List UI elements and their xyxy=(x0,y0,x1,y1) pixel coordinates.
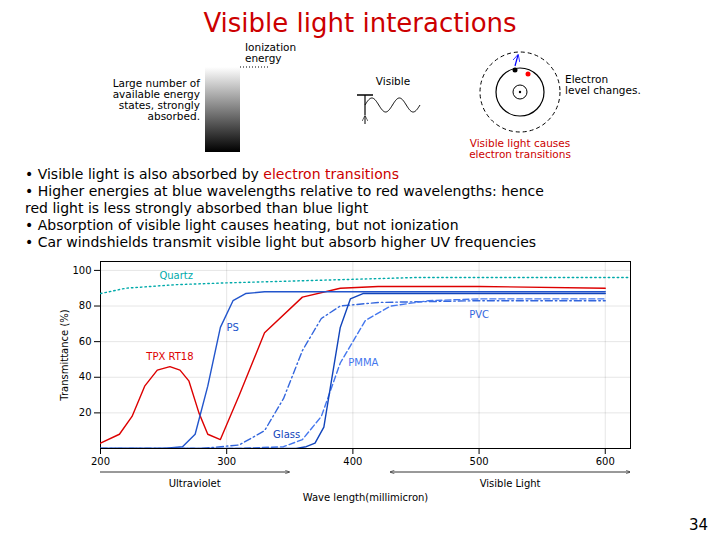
svg-text:300: 300 xyxy=(217,456,236,467)
svg-text:absorbed.: absorbed. xyxy=(148,110,200,122)
svg-text:energy: energy xyxy=(245,52,282,64)
svg-text:Ionization: Ionization xyxy=(245,41,297,53)
html-text:Visible light interactions: Visible light interactions xyxy=(203,8,517,38)
svg-text:40: 40 xyxy=(79,371,92,382)
svg-text:Large number of: Large number of xyxy=(112,77,200,89)
html-text:• Visible light is also absorb: • Visible light is also absorbed by elec… xyxy=(25,166,399,182)
html-text:• Absorption of visible light: • Absorption of visible light causes hea… xyxy=(25,217,459,233)
svg-text:TPX RT18: TPX RT18 xyxy=(145,351,193,362)
svg-text:400: 400 xyxy=(343,456,362,467)
svg-text:100: 100 xyxy=(72,265,91,276)
svg-text:500: 500 xyxy=(470,456,489,467)
html-text:red light is less strongly abs: red light is less strongly absorbed than… xyxy=(25,200,369,216)
svg-text:Wave length(millimicron): Wave length(millimicron) xyxy=(303,492,429,503)
svg-text:Quartz: Quartz xyxy=(159,270,193,281)
svg-text:Ultraviolet: Ultraviolet xyxy=(169,478,221,489)
html-text:• Car windshields transmit vis: • Car windshields transmit visible light… xyxy=(25,234,537,250)
svg-text:Visible: Visible xyxy=(376,75,410,87)
svg-text:states, strongly: states, strongly xyxy=(118,99,200,111)
svg-text:Visible Light: Visible Light xyxy=(480,478,541,489)
svg-text:PVC: PVC xyxy=(469,309,489,320)
svg-text:Visible light causes: Visible light causes xyxy=(469,137,571,149)
svg-text:PMMA: PMMA xyxy=(348,357,378,368)
svg-text:Glass: Glass xyxy=(273,429,300,440)
svg-text:600: 600 xyxy=(596,456,615,467)
svg-text:Transmittance (%): Transmittance (%) xyxy=(59,309,70,401)
svg-text:200: 200 xyxy=(91,456,110,467)
svg-text:PS: PS xyxy=(226,322,238,333)
svg-text:electron transitions: electron transitions xyxy=(469,148,571,160)
svg-text:Electron: Electron xyxy=(565,73,609,85)
html-text:34: 34 xyxy=(688,516,708,534)
svg-text:available energy: available energy xyxy=(112,88,200,100)
svg-text:60: 60 xyxy=(79,336,92,347)
svg-text:level changes.: level changes. xyxy=(565,84,641,96)
svg-text:80: 80 xyxy=(79,300,92,311)
svg-text:20: 20 xyxy=(79,407,92,418)
html-text:• Higher energies at blue wave: • Higher energies at blue wavelengths re… xyxy=(25,183,544,199)
